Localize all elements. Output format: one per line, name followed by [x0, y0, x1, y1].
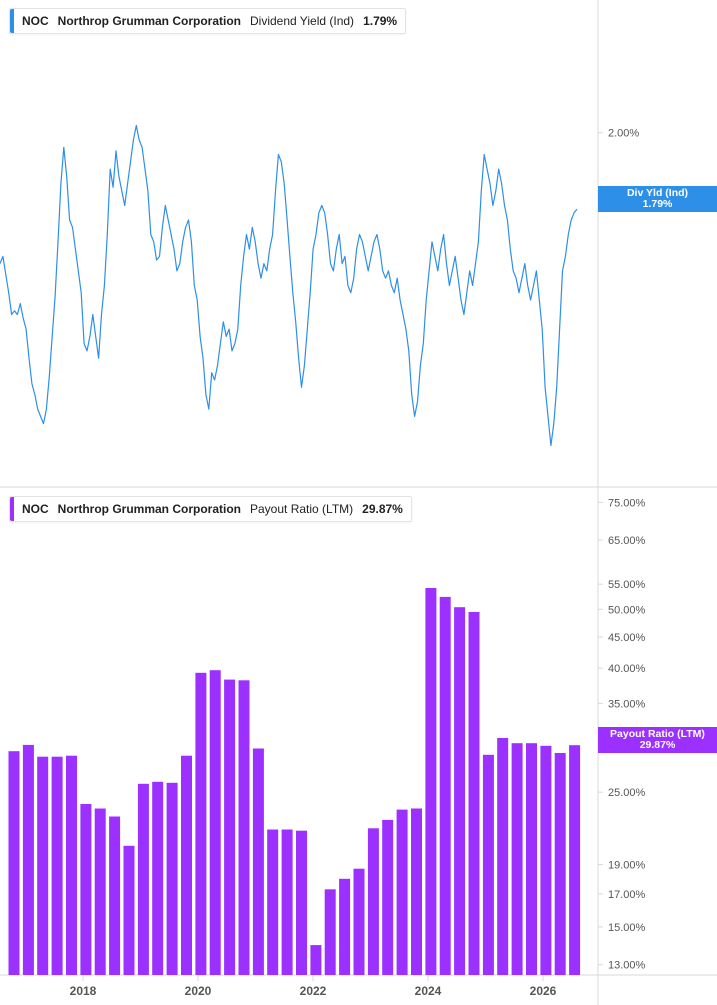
payout-tag-value: 29.87% — [639, 739, 676, 751]
payout-bar — [166, 782, 178, 975]
payout-bar — [209, 670, 221, 975]
payout-bar — [339, 878, 351, 975]
payout-legend-swatch — [10, 497, 14, 521]
y-tick-label: 45.00% — [608, 632, 646, 644]
y-tick-label: 25.00% — [608, 787, 646, 799]
payout-bar — [382, 819, 394, 975]
payout-bar — [324, 889, 336, 975]
payout-bar — [152, 781, 164, 975]
y-tick-label: 55.00% — [608, 579, 646, 591]
payout-bar — [94, 808, 106, 975]
payout-bar — [123, 845, 135, 975]
legend-ticker: NOC — [22, 14, 49, 28]
y-tick-label: 13.00% — [608, 960, 646, 972]
yield-tag-label: Div Yld (Ind) — [626, 187, 689, 199]
x-tick-label: 2026 — [530, 984, 557, 998]
payout-bar — [511, 743, 523, 975]
payout-bar — [181, 755, 192, 975]
yield-legend-swatch — [10, 9, 14, 33]
legend-ticker: NOC — [22, 502, 49, 516]
payout-bar — [195, 672, 207, 975]
payout-bar — [439, 596, 451, 975]
legend-metric: Dividend Yield (Ind) — [250, 14, 355, 28]
x-tick-label: 2022 — [300, 984, 327, 998]
payout-bar — [526, 743, 537, 975]
payout-bar — [353, 868, 365, 975]
payout-bar — [109, 816, 121, 975]
payout-bar — [454, 607, 466, 975]
yield-value-tag: Div Yld (Ind) 1.79% — [598, 186, 717, 212]
y-tick-label: 19.00% — [608, 860, 646, 872]
payout-bar — [80, 804, 92, 975]
y-tick-label: 2.00% — [608, 128, 639, 140]
x-tick-label: 2018 — [70, 984, 97, 998]
payout-bar — [396, 809, 408, 975]
y-tick-label: 17.00% — [608, 889, 646, 901]
x-tick-label: 2020 — [185, 984, 212, 998]
payout-bar — [224, 679, 236, 975]
payout-bar — [51, 756, 63, 975]
payout-bar — [482, 754, 494, 975]
payout-bar — [137, 783, 149, 975]
yield-series-line — [0, 124, 578, 447]
y-tick-label: 65.00% — [608, 535, 646, 547]
legend-value: 1.79% — [363, 14, 398, 28]
payout-bar — [367, 828, 379, 975]
payout-bar — [540, 745, 552, 975]
payout-tag-label: Payout Ratio (LTM) — [610, 728, 705, 740]
payout-bar — [296, 830, 307, 975]
payout-value-tag: Payout Ratio (LTM) 29.87% — [598, 727, 717, 753]
payout-bar — [497, 738, 509, 975]
legend-value: 29.87% — [362, 502, 403, 516]
payout-bar — [425, 588, 437, 975]
payout-bar — [238, 680, 250, 975]
top-chart-legend: NOC Northrop Grumman Corporation Dividen… — [9, 8, 407, 34]
y-tick-label: 15.00% — [608, 922, 646, 934]
payout-bar — [8, 751, 20, 975]
legend-metric: Payout Ratio (LTM) — [250, 502, 354, 516]
bottom-chart-legend: NOC Northrop Grumman Corporation Payout … — [9, 496, 412, 522]
payout-bar — [37, 756, 49, 975]
yield-tag-value: 1.79% — [642, 198, 673, 210]
legend-company: Northrop Grumman Corporation — [57, 502, 241, 516]
y-tick-label: 35.00% — [608, 698, 646, 710]
y-tick-label: 50.00% — [608, 604, 646, 616]
payout-bar — [281, 829, 293, 975]
payout-bar — [66, 755, 77, 975]
payout-bar — [310, 945, 322, 975]
payout-bar — [411, 808, 422, 975]
y-tick-label: 75.00% — [608, 497, 646, 509]
legend-company: Northrop Grumman Corporation — [57, 14, 241, 28]
payout-bar — [468, 612, 480, 975]
payout-bar — [22, 744, 34, 975]
y-tick-label: 40.00% — [608, 663, 646, 675]
x-tick-label: 2024 — [415, 984, 442, 998]
payout-bar — [569, 745, 581, 975]
payout-bar — [554, 753, 566, 975]
payout-bar — [267, 829, 279, 975]
payout-bar — [252, 748, 264, 975]
